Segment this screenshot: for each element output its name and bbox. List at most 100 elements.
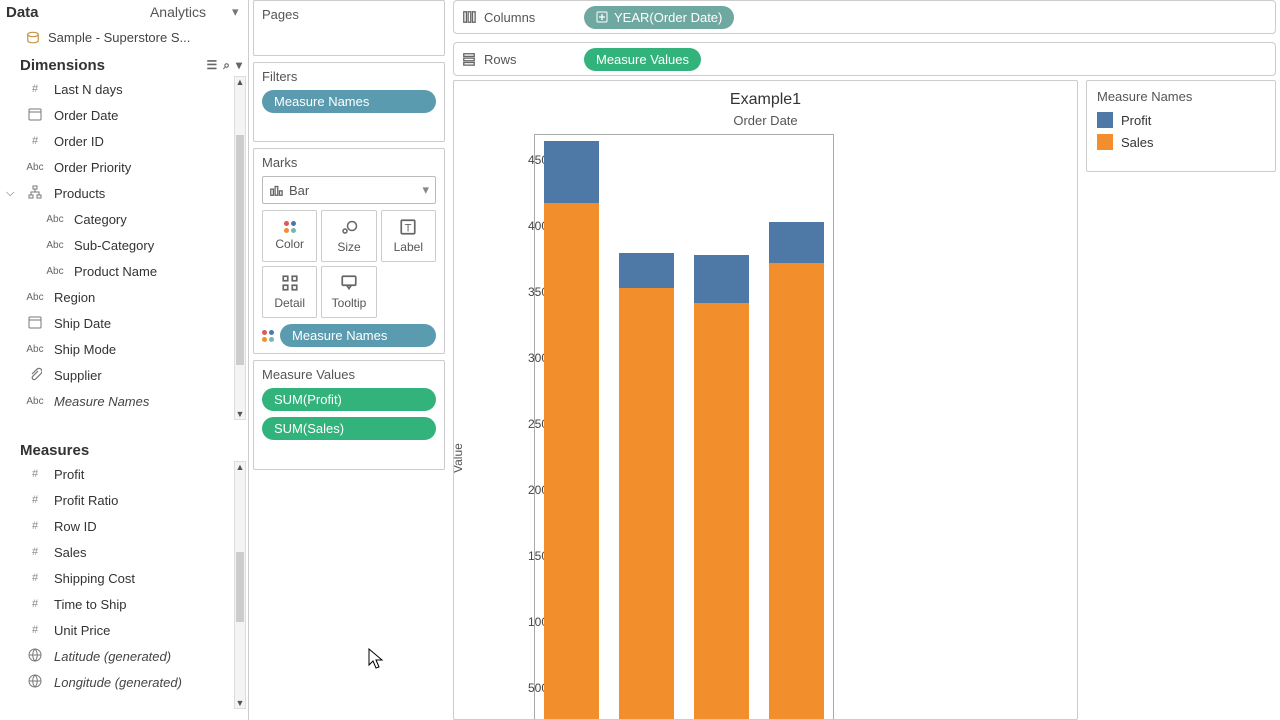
tab-data[interactable]: Data <box>6 4 39 21</box>
plus-icon <box>596 11 608 23</box>
measure-field[interactable]: #Profit Ratio <box>0 487 248 513</box>
bar-group[interactable] <box>769 134 824 720</box>
y-tick-label: 3500K <box>528 285 534 299</box>
chevron-down-icon: ▾ <box>422 182 429 198</box>
y-tick-label: 500K <box>528 681 534 695</box>
dimensions-list: #Last N days Order Date #Order IDAbcOrder … <box>0 76 248 424</box>
dimensions-menu-icon[interactable]: ▾ <box>236 58 242 73</box>
dimension-field[interactable]: ⌵Products <box>0 180 248 206</box>
dimensions-header: Dimensions ☰ ⌕ ▾ <box>0 51 248 76</box>
dimension-field[interactable]: AbcShip Mode <box>0 336 248 362</box>
measure-field[interactable]: #Unit Price <box>0 617 248 643</box>
dimension-field[interactable]: AbcProduct Name <box>0 258 248 284</box>
measure-values-title: Measure Values <box>262 367 436 382</box>
pages-card[interactable]: Pages <box>253 0 445 56</box>
detail-icon <box>281 274 299 292</box>
measures-list: #Profit#Profit Ratio#Row ID#Sales#Shippi… <box>0 461 248 713</box>
mark-type-select[interactable]: Bar ▾ <box>262 176 436 204</box>
bar-segment-profit <box>544 141 599 203</box>
y-tick-label: 4500K <box>528 153 534 167</box>
bar-segment-profit <box>694 255 749 302</box>
measure-field[interactable]: #Time to Ship <box>0 591 248 617</box>
dimension-field[interactable]: AbcRegion <box>0 284 248 310</box>
chart-subtitle: Order Date <box>454 113 1077 134</box>
bar-group[interactable] <box>619 134 674 720</box>
datasource-row[interactable]: Sample - Superstore S... <box>0 24 248 51</box>
legend-item[interactable]: Sales <box>1097 134 1265 150</box>
field-label: Sub-Category <box>74 238 154 253</box>
measure-field[interactable]: #Profit <box>0 461 248 487</box>
bar-group[interactable] <box>544 134 599 720</box>
mark-tooltip-button[interactable]: Tooltip <box>321 266 376 318</box>
tab-analytics[interactable]: Analytics <box>150 4 206 20</box>
field-label: Category <box>74 212 127 227</box>
field-label: Ship Mode <box>54 342 116 357</box>
dimension-field[interactable]: Ship Date <box>0 310 248 336</box>
field-label: Region <box>54 290 95 305</box>
legend-item[interactable]: Profit <box>1097 112 1265 128</box>
color-icon <box>284 221 296 233</box>
measure-field[interactable]: #Shipping Cost <box>0 565 248 591</box>
rows-label: Rows <box>484 52 517 67</box>
columns-icon <box>462 10 476 24</box>
measure-field[interactable]: #Sales <box>0 539 248 565</box>
measure-values-card[interactable]: Measure Values SUM(Profit) SUM(Sales) <box>253 360 445 470</box>
measure-field[interactable]: #Row ID <box>0 513 248 539</box>
y-tick-label: 2500K <box>528 417 534 431</box>
filters-card[interactable]: Filters Measure Names <box>253 62 445 142</box>
bar-segment-sales <box>544 203 599 720</box>
dimensions-scrollbar[interactable]: ▲▼ <box>234 76 246 420</box>
panel-dropdown-icon[interactable]: ▾ <box>232 4 239 20</box>
measure-field[interactable]: Longitude (generated) <box>0 669 248 695</box>
columns-shelf[interactable]: Columns YEAR(Order Date) <box>453 0 1276 34</box>
field-label: Shipping Cost <box>54 571 135 586</box>
search-icon[interactable]: ⌕ <box>223 58 230 73</box>
dimension-field[interactable]: AbcOrder Priority <box>0 154 248 180</box>
rows-shelf[interactable]: Rows Measure Values <box>453 42 1276 76</box>
svg-text:T: T <box>405 223 412 235</box>
measure-value-pill[interactable]: SUM(Sales) <box>262 417 436 440</box>
field-label: Order Date <box>54 108 118 123</box>
mark-label-button[interactable]: T Label <box>381 210 436 262</box>
dimension-field[interactable]: AbcMeasure Names <box>0 388 248 414</box>
legend-label: Sales <box>1121 135 1154 150</box>
datasource-label: Sample - Superstore S... <box>48 30 190 45</box>
field-label: Supplier <box>54 368 102 383</box>
y-tick-label: 2000K <box>528 483 534 497</box>
y-tick-label: 4000K <box>528 219 534 233</box>
rows-pill[interactable]: Measure Values <box>584 48 701 71</box>
bar-segment-sales <box>619 288 674 720</box>
list-view-icon[interactable]: ☰ <box>206 58 217 73</box>
collapse-icon[interactable]: ⌵ <box>6 187 14 200</box>
measures-header: Measures <box>0 436 248 461</box>
legend-swatch <box>1097 134 1113 150</box>
dimension-field[interactable]: Order Date <box>0 102 248 128</box>
dimension-field[interactable]: #Last N days <box>0 76 248 102</box>
viz-area: Columns YEAR(Order Date) Rows Measure Va… <box>449 0 1280 720</box>
marks-title: Marks <box>262 155 436 170</box>
mark-size-button[interactable]: Size <box>321 210 376 262</box>
dimension-field[interactable]: AbcCategory <box>0 206 248 232</box>
marks-pill-measure-names[interactable]: Measure Names <box>280 324 436 347</box>
mark-detail-button[interactable]: Detail <box>262 266 317 318</box>
chart-card: Example1 Order Date Value 4500K4000K3500… <box>453 80 1078 720</box>
field-label: Ship Date <box>54 316 111 331</box>
chart-title: Example1 <box>454 81 1077 113</box>
legend-card: Measure Names ProfitSales <box>1086 80 1276 172</box>
mark-color-button[interactable]: Color <box>262 210 317 262</box>
dimension-field[interactable]: Supplier <box>0 362 248 388</box>
measure-value-pill[interactable]: SUM(Profit) <box>262 388 436 411</box>
measures-scrollbar[interactable]: ▲▼ <box>234 461 246 709</box>
field-label: Latitude (generated) <box>54 649 171 664</box>
dimension-field[interactable]: #Order ID <box>0 128 248 154</box>
field-label: Sales <box>54 545 87 560</box>
bar-icon <box>269 183 283 197</box>
columns-pill[interactable]: YEAR(Order Date) <box>584 6 734 29</box>
field-label: Order Priority <box>54 160 131 175</box>
mark-type-label: Bar <box>289 183 309 198</box>
y-tick-label: 1500K <box>528 549 534 563</box>
filter-pill-measure-names[interactable]: Measure Names <box>262 90 436 113</box>
bar-group[interactable] <box>694 134 749 720</box>
dimension-field[interactable]: AbcSub-Category <box>0 232 248 258</box>
measure-field[interactable]: Latitude (generated) <box>0 643 248 669</box>
